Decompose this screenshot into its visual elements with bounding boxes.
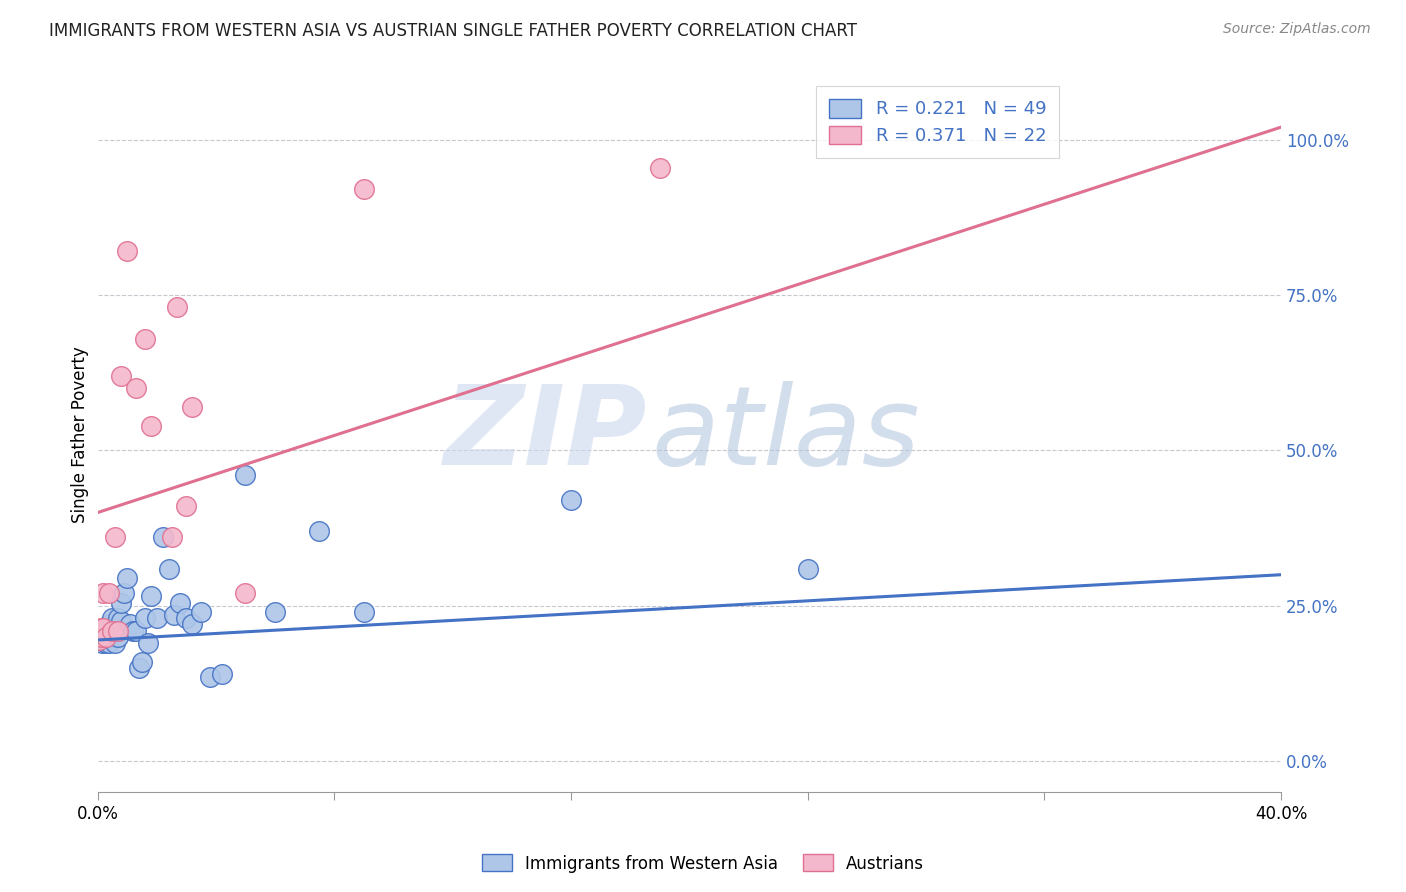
Point [91, 636, 114, 650]
Point [96, 630, 118, 644]
Point [176, 611, 198, 625]
Point [648, 161, 671, 175]
Point [87, 632, 110, 647]
Point [101, 630, 124, 644]
Point [235, 468, 257, 483]
Point [157, 561, 180, 575]
Point [139, 590, 162, 604]
Point [166, 301, 188, 315]
Point [93, 632, 115, 647]
Point [98, 586, 121, 600]
Point [110, 368, 132, 383]
Point [308, 524, 330, 539]
Point [131, 655, 153, 669]
Point [104, 636, 127, 650]
Point [796, 561, 818, 575]
Point [107, 611, 129, 625]
Point [181, 617, 204, 632]
Point [145, 611, 167, 625]
Point [87, 632, 110, 647]
Point [134, 332, 156, 346]
Point [110, 615, 132, 629]
Point [264, 605, 287, 619]
Point [211, 667, 233, 681]
Point [90, 632, 112, 647]
Point [169, 596, 191, 610]
Point [152, 530, 174, 544]
Point [104, 530, 127, 544]
Point [98, 627, 121, 641]
Point [122, 624, 145, 638]
Y-axis label: Single Father Poverty: Single Father Poverty [72, 346, 89, 524]
Point [112, 586, 135, 600]
Point [90, 630, 112, 644]
Point [235, 586, 257, 600]
Point [353, 605, 375, 619]
Point [134, 611, 156, 625]
Point [96, 636, 118, 650]
Point [136, 636, 159, 650]
Point [96, 630, 118, 644]
Point [91, 630, 114, 644]
Point [107, 630, 129, 644]
Point [107, 624, 129, 638]
Point [93, 624, 115, 638]
Point [190, 605, 212, 619]
Point [198, 670, 221, 684]
Point [160, 530, 183, 544]
Point [125, 381, 148, 395]
Point [353, 182, 375, 196]
Point [560, 493, 582, 508]
Point [93, 586, 115, 600]
Point [120, 617, 142, 632]
Point [98, 636, 121, 650]
Point [104, 621, 127, 635]
Point [96, 621, 118, 635]
Point [128, 661, 150, 675]
Text: ZIP: ZIP [444, 382, 648, 488]
Point [181, 400, 204, 414]
Point [125, 624, 148, 638]
Legend: R = 0.221   N = 49, R = 0.371   N = 22: R = 0.221 N = 49, R = 0.371 N = 22 [815, 87, 1059, 158]
Point [90, 630, 112, 644]
Point [101, 624, 124, 638]
Point [101, 621, 124, 635]
Text: IMMIGRANTS FROM WESTERN ASIA VS AUSTRIAN SINGLE FATHER POVERTY CORRELATION CHART: IMMIGRANTS FROM WESTERN ASIA VS AUSTRIAN… [49, 22, 858, 40]
Point [163, 608, 186, 623]
Point [115, 244, 138, 259]
Point [93, 621, 115, 635]
Point [176, 500, 198, 514]
Point [98, 617, 121, 632]
Legend: Immigrants from Western Asia, Austrians: Immigrants from Western Asia, Austrians [475, 847, 931, 880]
Point [93, 630, 115, 644]
Point [139, 418, 162, 433]
Point [90, 621, 112, 635]
Text: Source: ZipAtlas.com: Source: ZipAtlas.com [1223, 22, 1371, 37]
Point [101, 611, 124, 625]
Point [115, 571, 138, 585]
Point [110, 596, 132, 610]
Text: atlas: atlas [651, 382, 920, 488]
